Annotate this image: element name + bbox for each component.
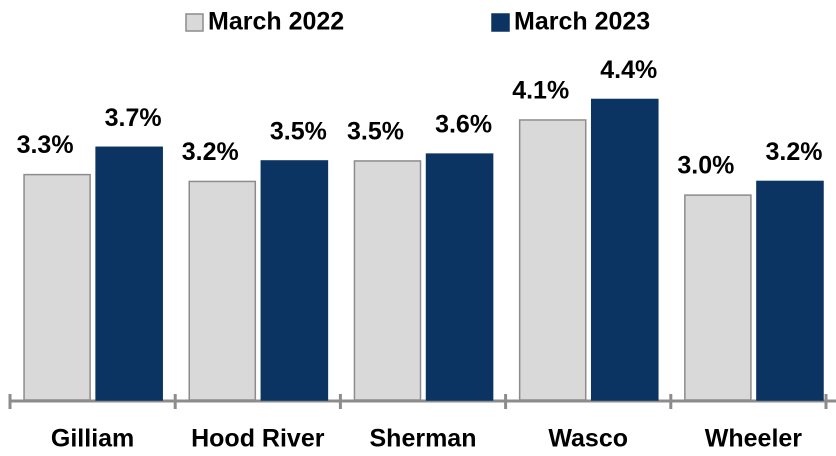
bar	[425, 153, 494, 401]
bar	[95, 146, 163, 401]
legend-label: March 2023	[514, 8, 650, 36]
value-label: 3.2%	[182, 138, 239, 166]
value-label: 3.0%	[677, 152, 734, 180]
value-label: 3.7%	[105, 104, 162, 132]
bar	[590, 98, 659, 401]
value-label: 4.4%	[600, 56, 657, 84]
bar	[684, 194, 752, 401]
x-tick-label: Gilliam	[51, 425, 134, 453]
value-label: 3.6%	[435, 111, 492, 139]
legend-swatch	[185, 13, 204, 32]
value-label: 3.2%	[765, 138, 822, 166]
bar	[260, 160, 329, 401]
legend-swatch	[491, 13, 510, 32]
x-tick-label: Sherman	[370, 425, 477, 453]
x-tick-label: Wheeler	[705, 425, 803, 453]
value-label: 3.5%	[347, 118, 404, 146]
x-tick-label: Hood River	[191, 425, 325, 453]
bar	[518, 119, 587, 401]
value-label: 4.1%	[512, 77, 569, 105]
bar	[756, 180, 824, 401]
x-tick-label: Wasco	[548, 425, 628, 453]
bar	[188, 180, 257, 401]
value-label: 3.3%	[17, 131, 74, 159]
bar	[353, 160, 422, 401]
legend-label: March 2022	[208, 8, 344, 36]
bar	[23, 173, 91, 401]
value-label: 3.5%	[270, 118, 327, 146]
